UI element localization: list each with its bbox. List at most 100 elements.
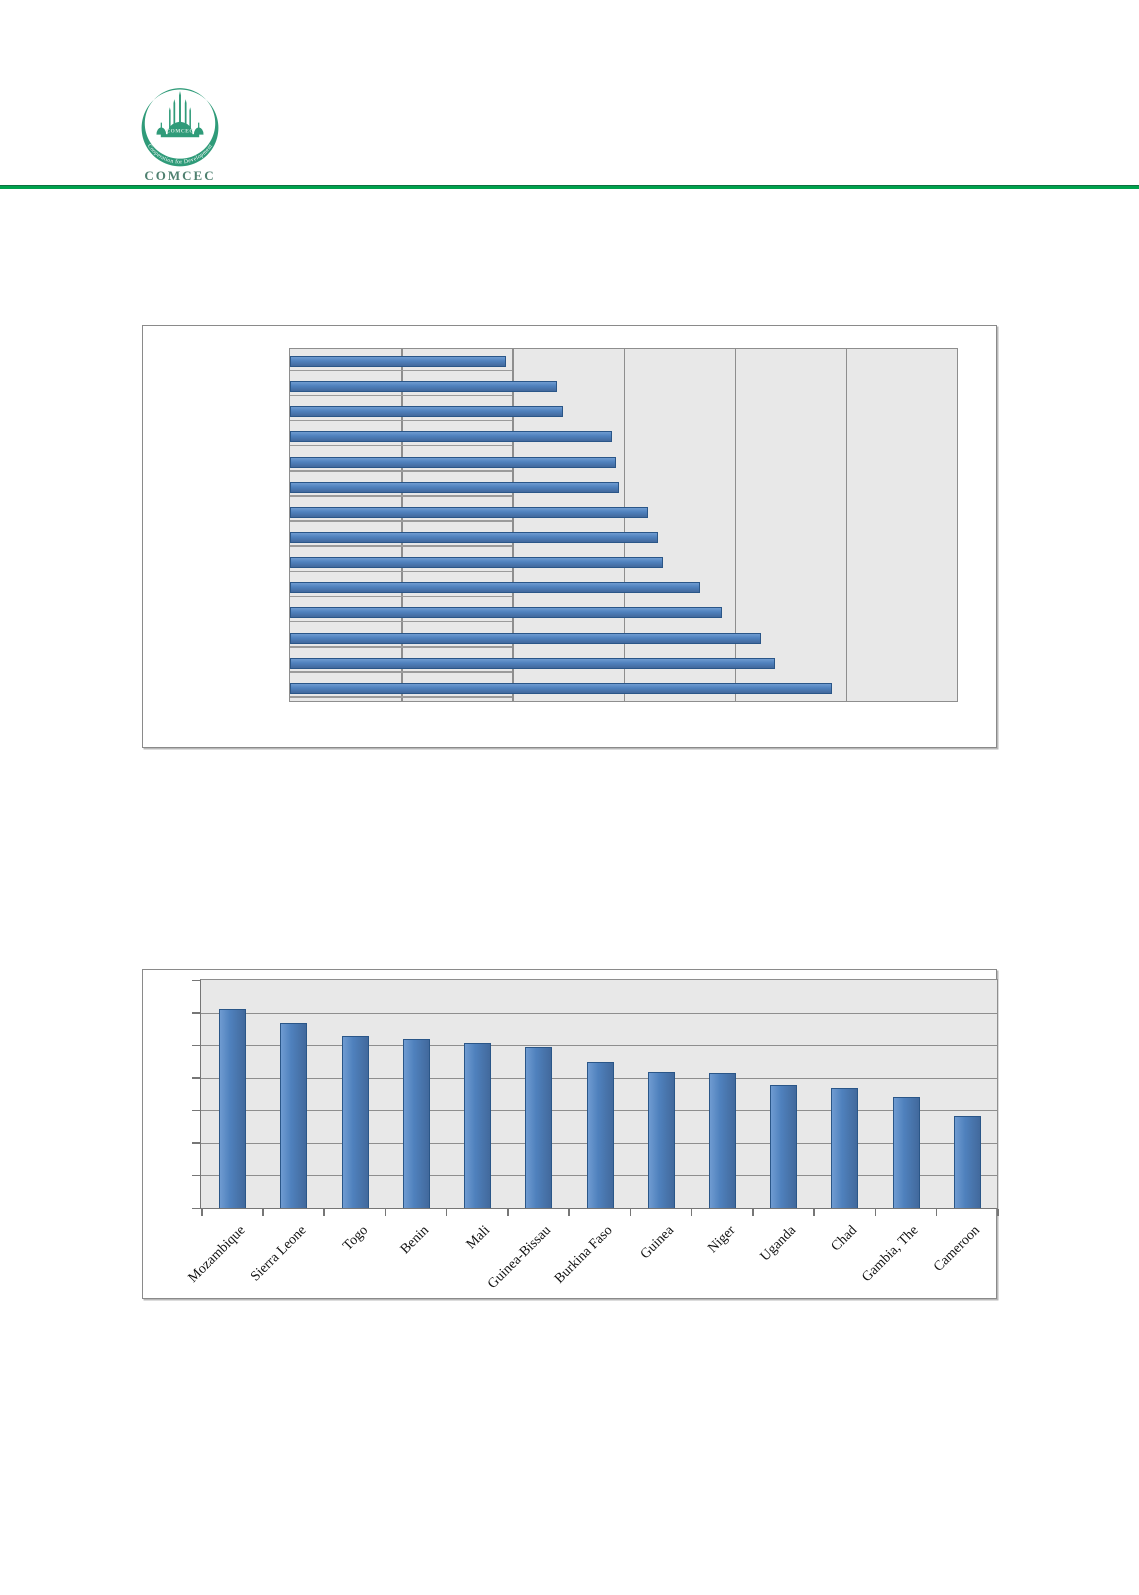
category-label: Togo xyxy=(339,1223,371,1254)
row-underline xyxy=(290,545,513,547)
hbar xyxy=(290,356,506,367)
hbar xyxy=(290,682,832,694)
x-axis-tick xyxy=(568,1209,570,1216)
hbar-plot-area xyxy=(289,348,958,702)
category-label: Guinea-Bissau xyxy=(485,1223,555,1292)
vbar-benin xyxy=(402,1039,430,1208)
hbar-row xyxy=(290,450,957,475)
logo-curved-text: Cooperation for Development xyxy=(146,143,214,165)
vbar-mali xyxy=(464,1042,492,1208)
hbar xyxy=(290,607,722,619)
hbar-row xyxy=(290,424,957,449)
row-underline xyxy=(290,394,513,397)
hbar xyxy=(290,406,563,418)
y-axis-tick xyxy=(192,1077,201,1079)
svg-text:Cooperation for Development: Cooperation for Development xyxy=(146,143,214,165)
hbar-row xyxy=(290,550,957,575)
row-underline xyxy=(290,444,513,447)
y-axis-tick xyxy=(192,1109,201,1112)
category-label: Niger xyxy=(704,1223,739,1257)
x-axis-tick xyxy=(935,1209,938,1216)
hbar xyxy=(290,531,658,543)
row-underline xyxy=(290,495,513,497)
category-label: Gambia, The xyxy=(859,1223,922,1286)
row-underline xyxy=(290,595,513,598)
row-underline xyxy=(290,369,513,371)
category-label: Sierra Leone xyxy=(248,1223,310,1285)
x-axis-tick xyxy=(813,1209,815,1216)
hbar-row xyxy=(290,575,957,600)
row-underline xyxy=(290,646,513,648)
hbar-row xyxy=(290,399,957,424)
x-axis-tick xyxy=(384,1209,387,1216)
value-gridline xyxy=(734,349,737,701)
hbar xyxy=(290,582,700,594)
category-label: Burkina Faso xyxy=(551,1223,616,1287)
vbar-guinea xyxy=(647,1072,675,1208)
category-label: Chad xyxy=(829,1223,861,1255)
hbar xyxy=(290,481,619,493)
x-axis-tick xyxy=(262,1209,264,1216)
vbar-plot-area xyxy=(192,979,999,1216)
vbar-uganda xyxy=(770,1084,798,1208)
vbar-burkina-faso xyxy=(586,1061,614,1208)
logo-inner-text: COMCEC xyxy=(166,129,193,135)
hbar-row xyxy=(290,500,957,525)
x-axis-tick xyxy=(201,1209,203,1216)
vbar-gambia-the xyxy=(892,1097,920,1208)
vbar-mozambique xyxy=(219,1008,247,1208)
row-underline xyxy=(290,620,513,623)
hbar-row xyxy=(290,525,957,550)
category-label: Uganda xyxy=(757,1223,800,1265)
hbar xyxy=(290,381,558,393)
comcec-logo-icon: COMCEC Cooperation for Development xyxy=(141,88,219,167)
x-axis-tick xyxy=(323,1209,325,1216)
header-rule xyxy=(0,185,1139,189)
y-axis-tick xyxy=(192,1174,201,1177)
vbar-cameroon xyxy=(953,1116,981,1208)
hbar-row xyxy=(290,626,957,651)
logo-wordmark: COMCEC xyxy=(144,168,216,183)
category-label: Mali xyxy=(463,1223,494,1253)
value-gridline xyxy=(201,1012,997,1014)
x-axis-tick xyxy=(997,1209,999,1216)
value-gridline xyxy=(201,1045,997,1047)
category-label: Cameroon xyxy=(931,1223,983,1275)
hbar-row xyxy=(290,475,957,500)
hbar xyxy=(290,506,648,518)
category-label: Benin xyxy=(397,1223,432,1258)
y-axis-tick xyxy=(192,1012,201,1014)
row-underline xyxy=(290,671,513,673)
y-axis-tick xyxy=(192,1142,201,1144)
hbar-row xyxy=(290,349,957,374)
hbar xyxy=(290,632,762,644)
hbar-row xyxy=(290,600,957,625)
row-underline xyxy=(290,570,513,573)
x-axis-tick xyxy=(690,1209,693,1216)
comcec-logo: COMCEC Cooperation for Development xyxy=(132,78,228,174)
hbar xyxy=(290,431,613,443)
hbar-row xyxy=(290,676,957,701)
x-axis-tick xyxy=(445,1209,448,1216)
category-label: Guinea xyxy=(637,1223,677,1263)
hbar xyxy=(290,557,663,569)
y-axis-tick xyxy=(192,979,201,981)
x-axis-tick xyxy=(752,1209,754,1216)
value-gridline xyxy=(845,349,848,701)
row-underline xyxy=(290,520,513,522)
vbar-niger xyxy=(708,1073,736,1208)
vbar-togo xyxy=(341,1036,369,1208)
row-underline xyxy=(290,470,513,472)
chart-frame-horizontal-bars xyxy=(142,325,997,748)
row-underline xyxy=(290,419,513,422)
hbar xyxy=(290,657,776,669)
x-axis-tick xyxy=(507,1209,509,1216)
category-label: Mozambique xyxy=(185,1223,249,1286)
row-underline xyxy=(290,696,513,698)
logo-mosque-icon xyxy=(156,90,204,138)
y-axis-tick xyxy=(192,1207,201,1209)
x-axis-tick xyxy=(874,1209,877,1216)
x-axis-tick xyxy=(629,1209,632,1216)
vbar-sierra-leone xyxy=(280,1023,308,1208)
